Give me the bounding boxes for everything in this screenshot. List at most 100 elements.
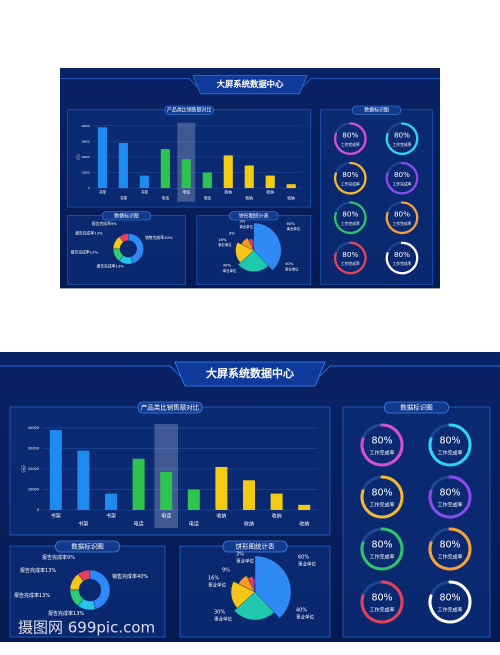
x-tick-label: 收纳 [244, 521, 254, 528]
panel-title: 数据标识图 [364, 107, 389, 114]
ring-arc [428, 423, 472, 467]
pie-category-label: 事业单位 [208, 582, 226, 589]
pie-slice [253, 222, 282, 271]
ring-value: 80% [342, 210, 358, 219]
pie-slice [252, 240, 254, 251]
x-tick-label: 收纳 [245, 196, 253, 201]
donut-label-value: 13% [90, 250, 99, 255]
y-tick-label: 0 [37, 508, 39, 512]
ring-arc [428, 475, 472, 519]
pie-slice [254, 555, 292, 619]
donut-label-value: 13% [94, 231, 103, 236]
donut-slice [89, 569, 111, 610]
ring-value: 80% [439, 436, 460, 447]
pie-value-label: 40% [296, 608, 307, 614]
ring-arc [385, 241, 419, 275]
pie-value-label: 40% [285, 261, 294, 266]
donut-label-name: 报告完成率 [48, 610, 73, 617]
donut-label: 报告完成率13% [48, 610, 84, 617]
donut-label-name: 报告完成率 [14, 592, 39, 599]
bar [160, 149, 170, 189]
y-tick-label: 10000 [81, 171, 90, 175]
ring-value: 80% [394, 170, 410, 179]
panel-title: 饼形图统计表 [236, 542, 276, 551]
donut-slice [128, 233, 144, 264]
panel [320, 109, 433, 285]
pie-category-label: 事业单位 [296, 614, 314, 621]
ring-arc [385, 161, 419, 195]
x-tick-label: 收纳 [287, 196, 295, 201]
panel-title-box [164, 105, 214, 115]
ring-value: 80% [394, 250, 410, 259]
x-tick-label: 电话 [134, 521, 144, 528]
x-tick-label: 电话 [162, 196, 170, 201]
bar [202, 172, 212, 189]
pie-value-label: 3% [236, 552, 244, 558]
ring-label: 工作完成率 [393, 181, 412, 186]
bar [298, 504, 311, 510]
x-tick-label: 收纳 [299, 521, 309, 528]
ring-value: 80% [371, 488, 392, 499]
ring-label: 工作完成率 [437, 554, 462, 561]
donut-label-value: 13% [39, 593, 50, 599]
bar [286, 184, 296, 189]
ring-label: 工作完成率 [437, 607, 462, 614]
donut-label-name: 报告完成率 [92, 221, 111, 226]
x-tick-label: 电话 [183, 190, 191, 195]
x-tick-label: 收纳 [216, 513, 226, 520]
panel-title: 数据标识图 [114, 212, 139, 219]
pie-slice [237, 250, 269, 272]
pie-slice [235, 242, 255, 263]
donut-label-value: 13% [115, 263, 124, 268]
x-tick-label: 收纳 [272, 513, 282, 520]
pie-category-label: 事业单位 [223, 268, 237, 273]
bar [181, 159, 191, 189]
ring-value: 80% [439, 540, 460, 551]
donut-label-name: 报告完成率 [71, 250, 90, 255]
pie-category-label: 事业单位 [236, 558, 254, 565]
pie-value-label: 60% [286, 221, 295, 226]
ring-label: 工作完成率 [369, 554, 394, 561]
header-plate [192, 75, 308, 95]
ring-value: 80% [342, 250, 358, 259]
ring-arc [360, 423, 404, 467]
bar [118, 142, 128, 189]
bar [215, 466, 228, 510]
pie-category-label: 事业单位 [239, 224, 253, 229]
panel-title: 产品类比销售额对比 [167, 107, 211, 114]
donut-label-value: 40% [164, 235, 173, 240]
ring-value: 80% [342, 131, 358, 140]
x-tick-label: 书架 [78, 521, 88, 528]
bar [244, 165, 254, 189]
ring-label: 工作完成率 [369, 502, 394, 509]
pie-value-label: 9% [229, 231, 235, 236]
donut-label-value: 13% [45, 568, 56, 574]
panel [9, 406, 331, 536]
panel-title-box [137, 401, 203, 414]
ring-value: 80% [394, 210, 410, 219]
donut-label-name: 报告完成率 [75, 231, 94, 236]
panel [9, 545, 166, 638]
panel-title: 产品类比销售额对比 [141, 403, 200, 412]
panel [67, 215, 186, 285]
panel [342, 406, 491, 638]
y-tick-label: 10000 [28, 488, 39, 492]
ring-label: 工作完成率 [341, 261, 360, 266]
ring-label: 工作完成率 [393, 261, 412, 266]
ring-value: 80% [439, 488, 460, 499]
donut-label: 报告完成率13% [75, 231, 103, 236]
y-tick-label: 30000 [81, 139, 90, 143]
panel-title-box [229, 211, 279, 221]
ring-arc [360, 580, 404, 624]
panel [67, 109, 312, 208]
dashboard-title: 大屏系统数据中心 [217, 79, 284, 89]
donut-label-name: 销售完成率 [112, 573, 137, 580]
x-tick-label: 书架 [99, 190, 107, 195]
ring-arc [385, 201, 419, 235]
panel-title: 数据标识图 [71, 542, 104, 551]
donut-label: 报告完成率13% [71, 250, 99, 255]
pie-category-label: 事业单位 [298, 561, 316, 568]
